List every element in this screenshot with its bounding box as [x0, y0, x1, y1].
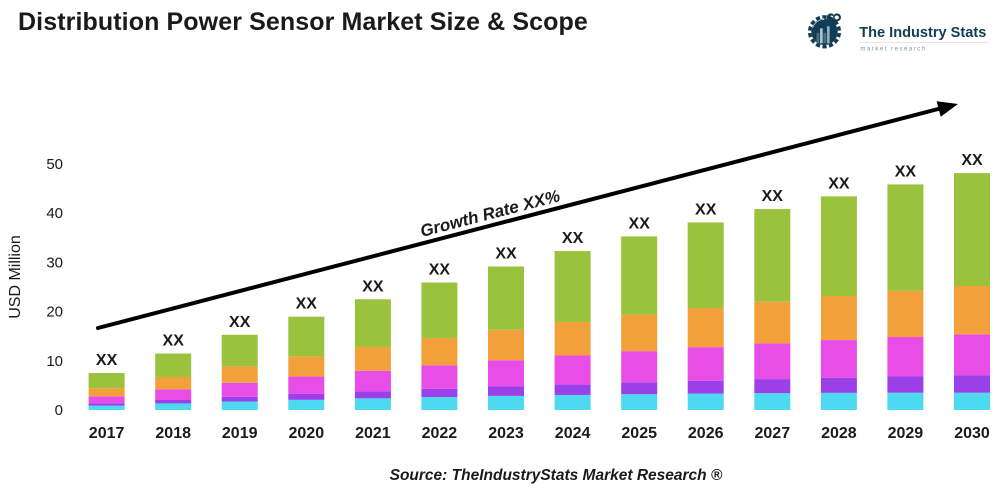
- svg-text:XX: XX: [229, 314, 251, 331]
- svg-text:XX: XX: [495, 245, 517, 262]
- svg-text:XX: XX: [296, 296, 318, 313]
- svg-text:XX: XX: [695, 201, 717, 218]
- svg-text:2026: 2026: [688, 425, 724, 442]
- svg-text:2028: 2028: [821, 425, 857, 442]
- svg-text:0: 0: [55, 402, 63, 419]
- svg-text:2023: 2023: [488, 425, 524, 442]
- svg-text:2021: 2021: [355, 425, 391, 442]
- svg-text:2019: 2019: [222, 425, 258, 442]
- svg-text:XX: XX: [429, 262, 451, 279]
- svg-text:2025: 2025: [621, 425, 657, 442]
- svg-text:XX: XX: [163, 333, 185, 350]
- svg-text:market research: market research: [860, 45, 926, 52]
- svg-text:2027: 2027: [755, 425, 791, 442]
- svg-text:USD Million: USD Million: [7, 235, 24, 319]
- svg-text:XX: XX: [762, 188, 784, 205]
- svg-text:50: 50: [46, 156, 63, 173]
- svg-text:2022: 2022: [422, 425, 458, 442]
- svg-text:The Industry Stats: The Industry Stats: [859, 25, 986, 41]
- svg-text:2017: 2017: [89, 425, 125, 442]
- svg-text:XX: XX: [895, 163, 917, 180]
- svg-text:2030: 2030: [954, 425, 990, 442]
- svg-text:30: 30: [46, 254, 63, 271]
- svg-text:10: 10: [46, 353, 63, 370]
- svg-text:XX: XX: [828, 175, 850, 192]
- svg-text:XX: XX: [562, 230, 584, 247]
- svg-text:XX: XX: [629, 215, 651, 232]
- svg-text:2024: 2024: [555, 425, 591, 442]
- svg-text:XX: XX: [362, 278, 384, 295]
- svg-text:40: 40: [46, 205, 63, 222]
- svg-text:2018: 2018: [155, 425, 191, 442]
- svg-text:2020: 2020: [289, 425, 325, 442]
- svg-text:XX: XX: [961, 152, 983, 169]
- svg-text:2029: 2029: [888, 425, 924, 442]
- svg-text:20: 20: [46, 304, 63, 321]
- svg-text:XX: XX: [96, 352, 118, 369]
